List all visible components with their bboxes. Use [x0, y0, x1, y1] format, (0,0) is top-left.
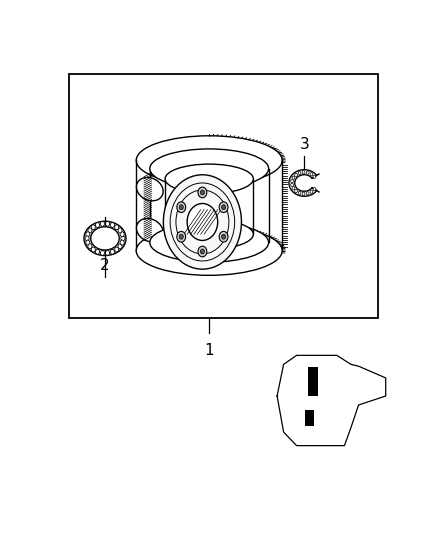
Circle shape: [179, 205, 183, 209]
Circle shape: [306, 192, 309, 195]
Circle shape: [177, 231, 186, 242]
Ellipse shape: [165, 164, 253, 193]
Text: 3: 3: [299, 137, 309, 152]
Circle shape: [219, 202, 228, 213]
Circle shape: [86, 232, 90, 237]
Circle shape: [179, 235, 183, 239]
Circle shape: [198, 246, 207, 257]
Ellipse shape: [165, 220, 253, 249]
Circle shape: [200, 190, 205, 195]
Circle shape: [85, 236, 89, 241]
Circle shape: [306, 171, 309, 174]
Circle shape: [120, 240, 124, 245]
Circle shape: [115, 247, 119, 252]
Circle shape: [86, 240, 90, 245]
Text: 1: 1: [205, 343, 214, 358]
Bar: [307, 367, 318, 396]
Circle shape: [100, 221, 105, 227]
Circle shape: [88, 244, 92, 249]
Polygon shape: [289, 169, 317, 196]
Circle shape: [313, 188, 316, 191]
Circle shape: [91, 225, 95, 230]
Bar: [69, 74, 378, 318]
Circle shape: [106, 251, 110, 255]
Circle shape: [292, 176, 295, 180]
Circle shape: [163, 175, 241, 269]
Bar: [305, 409, 314, 426]
Circle shape: [121, 236, 125, 241]
Ellipse shape: [150, 149, 268, 188]
Circle shape: [100, 251, 105, 255]
Circle shape: [222, 205, 226, 209]
Circle shape: [95, 249, 99, 254]
Circle shape: [91, 247, 95, 252]
Text: 2: 2: [100, 259, 110, 273]
Circle shape: [110, 223, 114, 228]
Circle shape: [106, 221, 110, 227]
Circle shape: [110, 249, 114, 254]
Circle shape: [292, 187, 295, 190]
Circle shape: [302, 171, 305, 174]
Circle shape: [295, 189, 297, 192]
Circle shape: [200, 249, 205, 254]
Circle shape: [88, 228, 92, 233]
Circle shape: [302, 192, 305, 196]
Circle shape: [187, 204, 218, 240]
Circle shape: [120, 232, 124, 237]
Circle shape: [298, 172, 301, 175]
Ellipse shape: [137, 219, 163, 242]
Circle shape: [198, 187, 207, 198]
Circle shape: [298, 191, 301, 195]
Circle shape: [310, 190, 313, 193]
Ellipse shape: [136, 226, 282, 276]
Ellipse shape: [150, 223, 268, 262]
Circle shape: [291, 183, 293, 187]
Circle shape: [291, 180, 293, 183]
Circle shape: [295, 173, 297, 176]
Circle shape: [95, 223, 99, 228]
Circle shape: [310, 173, 313, 176]
Ellipse shape: [91, 227, 119, 250]
Circle shape: [115, 225, 119, 230]
Ellipse shape: [84, 221, 126, 255]
Ellipse shape: [137, 177, 163, 201]
Ellipse shape: [136, 136, 282, 185]
Circle shape: [118, 228, 122, 233]
Circle shape: [313, 175, 316, 179]
Circle shape: [118, 244, 122, 249]
Circle shape: [222, 235, 226, 239]
Circle shape: [177, 202, 186, 213]
Circle shape: [219, 231, 228, 242]
